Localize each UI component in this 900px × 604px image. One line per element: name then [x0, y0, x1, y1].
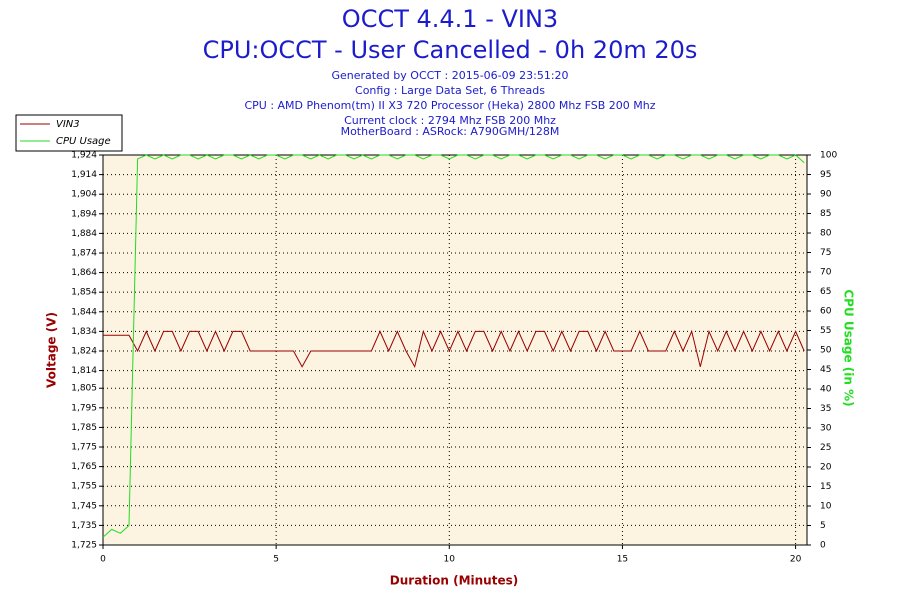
x-tick-label: 5	[273, 555, 279, 565]
y2-tick-label: 15	[820, 482, 831, 492]
y-tick-label: 1,765	[71, 462, 97, 472]
x-tick-label: 15	[617, 555, 628, 565]
y2-tick-label: 70	[820, 268, 832, 278]
y2-tick-label: 50	[820, 346, 832, 356]
y2-tick-label: 80	[820, 229, 832, 239]
y2-tick-label: 5	[820, 521, 826, 531]
y2-tick-label: 100	[820, 151, 837, 161]
y2-tick-label: 0	[820, 541, 826, 551]
y-tick-label: 1,924	[71, 151, 97, 161]
legend-label: VIN3	[56, 119, 80, 130]
y2-tick-label: 10	[820, 502, 832, 512]
y2-axis-label: CPU Usage (in %)	[842, 289, 856, 406]
y-tick-label: 1,785	[71, 423, 97, 433]
y2-tick-label: 30	[820, 424, 832, 434]
y2-tick-label: 40	[820, 385, 832, 395]
chart-title: OCCT 4.4.1 - VIN3	[342, 5, 558, 33]
y-tick-label: 1,824	[71, 346, 97, 356]
y-tick-label: 1,745	[71, 501, 97, 511]
legend-box	[15, 114, 123, 152]
info-line: CPU : AMD Phenom(tm) II X3 720 Processor…	[244, 99, 655, 112]
legend-label: CPU Usage	[56, 136, 111, 147]
y2-tick-label: 55	[820, 326, 831, 336]
y-tick-label: 1,725	[71, 541, 97, 551]
y-tick-label: 1,904	[71, 190, 97, 200]
y2-tick-label: 65	[820, 287, 831, 297]
y2-tick-label: 75	[820, 248, 831, 258]
y-tick-label: 1,805	[71, 384, 97, 394]
info-line: Config : Large Data Set, 6 Threads	[355, 84, 545, 97]
y-tick-label: 1,844	[71, 307, 97, 317]
y2-tick-label: 95	[820, 170, 831, 180]
series-line	[102, 154, 805, 538]
info-line: Generated by OCCT : 2015-06-09 23:51:20	[331, 69, 568, 82]
y-tick-label: 1,854	[71, 288, 97, 298]
x-tick-label: 20	[790, 555, 802, 565]
y-tick-label: 1,755	[71, 482, 97, 492]
y-tick-label: 1,735	[71, 521, 97, 531]
y-tick-label: 1,814	[71, 366, 97, 376]
chart-subtitle: CPU:OCCT - User Cancelled - 0h 20m 20s	[203, 36, 698, 64]
y-tick-label: 1,894	[71, 209, 97, 219]
y2-tick-label: 35	[820, 404, 831, 414]
info-line: Current clock : 2794 Mhz FSB 200 Mhz	[344, 114, 556, 127]
y2-tick-label: 20	[820, 463, 832, 473]
y-tick-label: 1,795	[71, 403, 97, 413]
y-tick-label: 1,884	[71, 229, 97, 239]
y2-tick-label: 25	[820, 443, 831, 453]
y-axis-label: Voltage (V)	[45, 312, 59, 388]
y-tick-label: 1,874	[71, 248, 97, 258]
y-tick-label: 1,864	[71, 268, 97, 278]
y-tick-label: 1,914	[71, 170, 97, 180]
x-axis-label: Duration (Minutes)	[390, 574, 518, 588]
plot-area	[103, 155, 807, 545]
y2-tick-label: 90	[820, 190, 832, 200]
y-tick-label: 1,834	[71, 327, 97, 337]
y2-tick-label: 85	[820, 209, 831, 219]
info-line: MotherBoard : ASRock: A790GMH/128M	[341, 125, 560, 138]
y2-tick-label: 45	[820, 365, 831, 375]
y2-tick-label: 60	[820, 307, 832, 317]
x-tick-label: 0	[100, 555, 106, 565]
plot-frame	[102, 154, 808, 546]
x-tick-label: 10	[444, 555, 456, 565]
y-tick-label: 1,775	[71, 443, 97, 453]
series-line	[103, 329, 805, 369]
